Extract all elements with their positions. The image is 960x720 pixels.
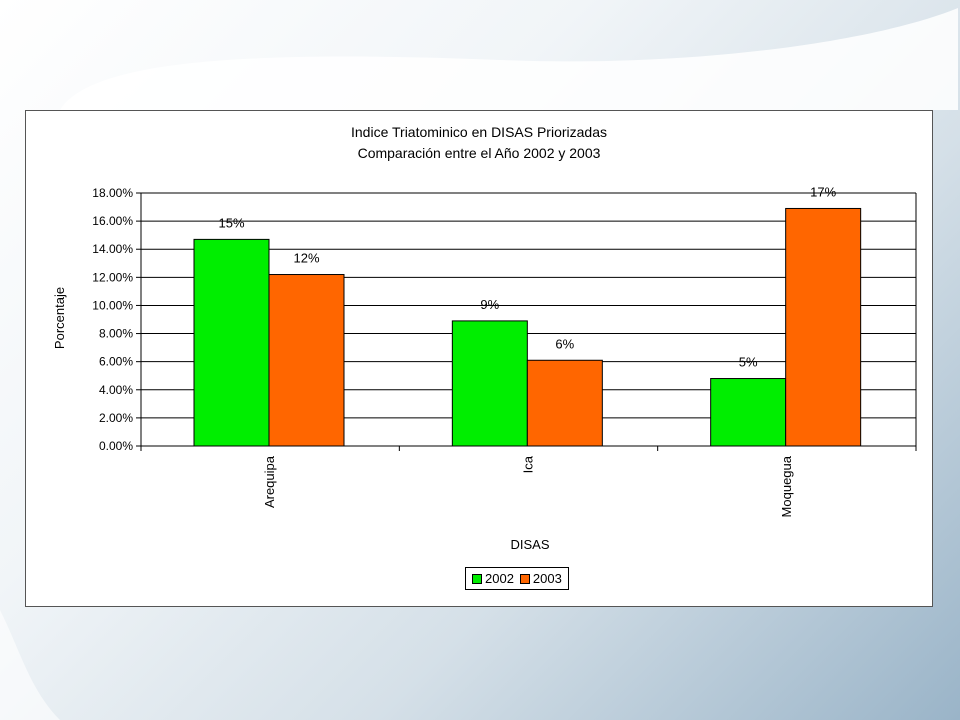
bar-2003-ica — [526, 359, 603, 447]
y-tick-label: 0.00% — [99, 439, 133, 453]
data-label-2002-moquegua: 5% — [739, 355, 758, 370]
data-label-2003-arequipa: 12% — [293, 251, 319, 266]
y-tick-label: 12.00% — [92, 270, 133, 284]
bar-2002-arequipa — [193, 238, 270, 447]
y-tick-label: 4.00% — [99, 383, 133, 397]
data-label-2003-moquegua: 17% — [810, 184, 836, 199]
data-label-2002-arequipa: 15% — [218, 215, 244, 230]
legend-item-2003: 2003 — [519, 571, 562, 586]
y-tick-label: 6.00% — [99, 355, 133, 369]
data-label-2003-ica: 6% — [555, 336, 574, 351]
legend: 2002 2003 — [465, 567, 569, 590]
chart-title-line-1: Indice Triatominico en DISAS Priorizadas — [351, 124, 607, 140]
legend-swatch-2003 — [519, 573, 530, 584]
x-tick-label: Moquegua — [779, 455, 794, 517]
y-tick-label: 14.00% — [92, 242, 133, 256]
slide-left-shadow — [0, 610, 60, 720]
slide-swoosh — [60, 8, 958, 110]
legend-label-2003: 2003 — [532, 571, 562, 586]
x-tick-label: Arequipa — [262, 455, 277, 508]
chart-title-line-2: Comparación entre el Año 2002 y 2003 — [358, 145, 601, 161]
x-axis-label: DISAS — [510, 537, 549, 552]
legend-item-2002: 2002 — [472, 571, 514, 586]
bar-chart: Indice Triatominico en DISAS Priorizadas… — [52, 124, 917, 552]
y-tick-label: 10.00% — [92, 298, 133, 312]
bar-2002-ica — [451, 320, 528, 447]
legend-label-2002: 2002 — [485, 571, 514, 586]
y-axis-label: Porcentaje — [52, 287, 67, 349]
y-tick-label: 8.00% — [99, 327, 133, 341]
bar-2002-moquegua — [710, 378, 787, 447]
chart-panel: Indice Triatominico en DISAS Priorizadas… — [25, 110, 933, 607]
data-label-2002-ica: 9% — [480, 297, 499, 312]
y-tick-label: 2.00% — [99, 411, 133, 425]
y-tick-label: 18.00% — [92, 186, 133, 200]
x-tick-label: Ica — [521, 455, 536, 473]
bar-2003-arequipa — [268, 274, 345, 447]
legend-swatch-2002 — [472, 573, 482, 584]
y-tick-label: 16.00% — [92, 214, 133, 228]
bar-2003-moquegua — [785, 207, 862, 447]
